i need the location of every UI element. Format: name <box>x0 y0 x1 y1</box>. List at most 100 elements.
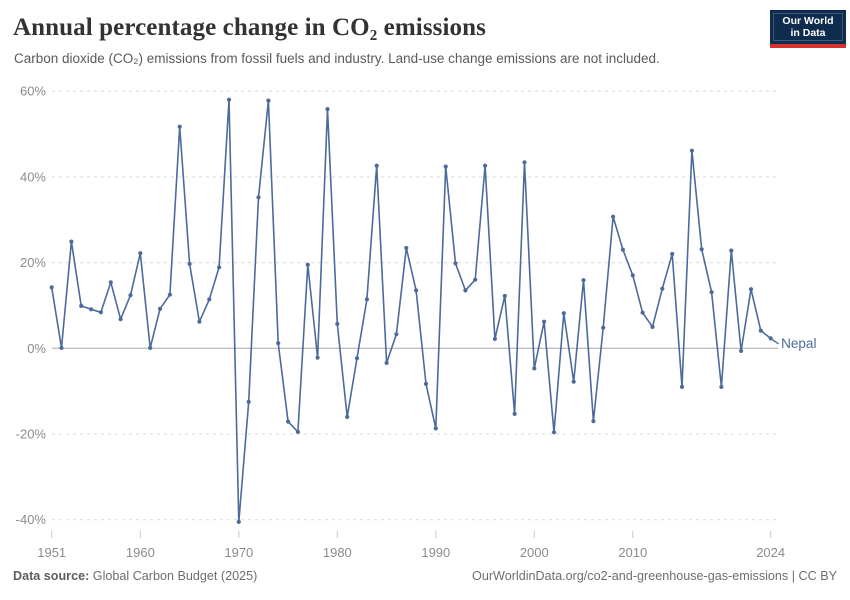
x-axis-label: 1980 <box>323 545 352 560</box>
data-point-1959 <box>128 293 133 298</box>
page-title: Annual percentage change in CO₂ emission… <box>13 14 486 41</box>
data-point-1965 <box>187 261 192 266</box>
data-point-1998 <box>512 411 517 416</box>
y-axis-label: 0% <box>27 341 46 356</box>
data-point-2005 <box>581 278 586 283</box>
x-axis-label: 1960 <box>126 545 155 560</box>
data-point-2021 <box>739 348 744 353</box>
data-point-2017 <box>699 247 704 252</box>
data-point-2016 <box>689 148 695 153</box>
data-point-1976 <box>295 429 300 434</box>
data-point-1985 <box>384 360 389 365</box>
data-point-1970 <box>236 519 241 525</box>
data-point-1955 <box>89 307 94 312</box>
data-point-2010 <box>630 273 635 278</box>
owid-logo-frame: Our World in Data <box>773 13 843 41</box>
data-source-label: Data source: <box>13 569 90 583</box>
data-point-1974 <box>276 341 281 346</box>
data-point-1966 <box>197 319 202 324</box>
x-axis-label: 2010 <box>618 545 647 560</box>
y-axis-label: 60% <box>20 84 46 99</box>
data-point-1987 <box>404 245 409 251</box>
data-point-1995 <box>483 163 488 168</box>
data-point-1960 <box>138 251 143 256</box>
y-axis-label: -20% <box>16 427 47 442</box>
data-point-2004 <box>571 379 576 384</box>
data-point-2020 <box>729 248 734 253</box>
x-axis-label: 2024 <box>756 545 785 560</box>
data-source-value: Global Carbon Budget (2025) <box>89 569 258 583</box>
data-point-1975 <box>286 419 291 424</box>
data-point-1979 <box>325 107 330 112</box>
data-point-1980 <box>335 321 340 326</box>
footer-separator: | <box>788 569 799 583</box>
y-axis-label: -40% <box>16 512 47 527</box>
owid-url-link[interactable]: OurWorldinData.org/co2-and-greenhouse-ga… <box>472 569 789 583</box>
data-point-2015 <box>679 384 685 389</box>
x-axis-label: 1951 <box>37 545 66 560</box>
data-point-1962 <box>157 306 163 311</box>
nepal-line <box>50 98 772 523</box>
y-axis-label: 40% <box>20 169 46 184</box>
data-source: Data source: Global Carbon Budget (2025) <box>13 569 257 583</box>
x-axis-label: 2000 <box>520 545 549 560</box>
label-connector <box>771 339 780 345</box>
chart-subtitle: Carbon dioxide (CO₂) emissions from foss… <box>14 51 660 66</box>
data-point-1956 <box>98 310 103 315</box>
data-point-2001 <box>542 319 547 324</box>
data-point-1991 <box>443 164 448 169</box>
data-point-2018 <box>709 290 714 295</box>
data-point-2000 <box>532 366 537 371</box>
data-point-2006 <box>591 419 596 424</box>
owid-logo[interactable]: Our World in Data <box>770 10 846 48</box>
data-point-1981 <box>345 414 350 419</box>
data-point-1977 <box>305 262 310 267</box>
data-point-1992 <box>453 261 458 266</box>
x-axis-label: 1970 <box>224 545 253 560</box>
data-point-1989 <box>423 381 429 386</box>
data-point-1983 <box>364 297 369 302</box>
data-point-1988 <box>414 288 419 293</box>
data-point-1972 <box>256 195 261 200</box>
data-point-1951 <box>49 285 54 290</box>
data-point-2011 <box>640 310 645 315</box>
data-point-1999 <box>522 160 527 165</box>
data-point-1996 <box>492 336 497 341</box>
data-point-1971 <box>246 399 251 404</box>
owid-logo-line2: in Data <box>790 27 826 39</box>
data-point-2023 <box>758 328 763 333</box>
data-point-2002 <box>551 430 557 435</box>
data-point-2008 <box>611 214 616 219</box>
data-point-1953 <box>69 239 74 244</box>
data-point-1968 <box>217 265 222 270</box>
series-label-nepal[interactable]: Nepal <box>781 336 816 351</box>
data-point-1964 <box>177 124 182 129</box>
data-point-1957 <box>108 280 113 285</box>
data-point-1984 <box>374 163 379 168</box>
data-point-1969 <box>226 97 232 102</box>
data-point-2013 <box>660 286 665 291</box>
data-point-1994 <box>473 277 478 282</box>
data-point-2009 <box>620 247 626 252</box>
data-point-2024 <box>768 336 773 341</box>
data-point-1958 <box>118 317 123 322</box>
data-point-1990 <box>433 426 438 431</box>
data-point-2019 <box>719 384 724 389</box>
data-point-1997 <box>502 293 507 299</box>
data-point-1963 <box>167 292 172 297</box>
data-point-2022 <box>748 287 754 292</box>
data-point-1978 <box>315 355 320 360</box>
data-point-1982 <box>354 356 360 361</box>
data-point-1967 <box>207 297 212 302</box>
data-point-1993 <box>463 288 468 293</box>
owid-logo-line1: Our World <box>782 15 834 27</box>
license-link[interactable]: CC BY <box>798 569 838 583</box>
data-point-2012 <box>650 324 655 329</box>
data-point-1986 <box>394 332 399 337</box>
x-axis-label: 1990 <box>421 545 450 560</box>
data-point-2014 <box>670 251 675 257</box>
data-point-1952 <box>59 345 64 350</box>
data-point-1954 <box>79 303 84 308</box>
